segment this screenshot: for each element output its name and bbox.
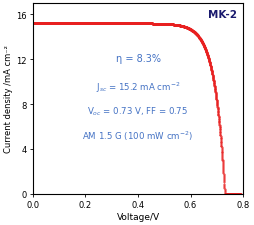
Y-axis label: Current density /mA cm⁻²: Current density /mA cm⁻²	[4, 45, 13, 153]
Text: V$_{oc}$ = 0.73 V, FF = 0.75: V$_{oc}$ = 0.73 V, FF = 0.75	[87, 105, 188, 117]
Text: J$_{sc}$ = 15.2 mA cm$^{-2}$: J$_{sc}$ = 15.2 mA cm$^{-2}$	[96, 80, 180, 94]
Text: AM 1.5 G (100 mW cm$^{-2}$): AM 1.5 G (100 mW cm$^{-2}$)	[83, 129, 194, 143]
Text: η = 8.3%: η = 8.3%	[116, 54, 161, 63]
Text: MK-2: MK-2	[208, 10, 237, 20]
X-axis label: Voltage/V: Voltage/V	[116, 212, 160, 221]
